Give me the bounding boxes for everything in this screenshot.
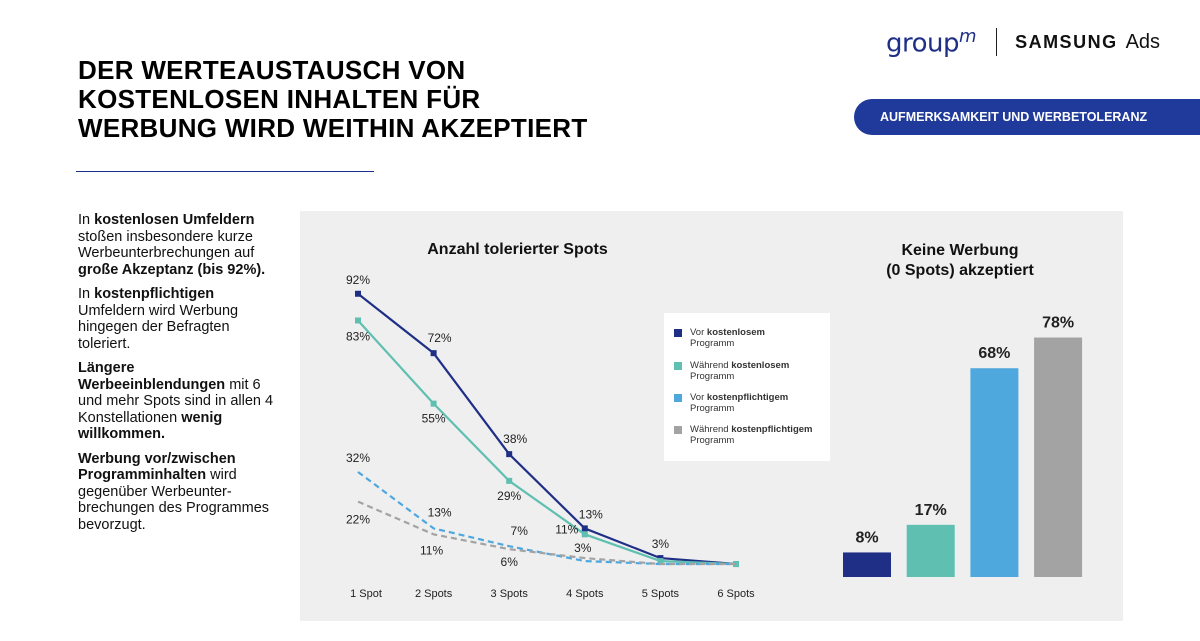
- bar-value-label: 68%: [978, 345, 1010, 362]
- legend-swatch: [674, 426, 682, 434]
- groupm-logo: groupm: [886, 25, 977, 59]
- legend-swatch: [674, 362, 682, 370]
- data-label: 3%: [574, 541, 592, 555]
- data-label: 11%: [420, 543, 443, 557]
- data-label: 29%: [497, 489, 521, 503]
- data-label: 55%: [422, 412, 446, 426]
- x-tick-label: 6 Spots: [717, 588, 755, 600]
- data-label: 6%: [501, 555, 519, 569]
- data-label: 13%: [579, 507, 603, 521]
- data-point: [355, 317, 361, 324]
- section-badge: AUFMERKSAMKEIT UND WERBETOLERANZ: [854, 99, 1200, 135]
- bar-chart-title-line: Keine Werbung: [901, 242, 1019, 259]
- bar-chart-title: Keine Werbung (0 Spots) akzeptiert: [830, 241, 1090, 281]
- data-point: [506, 477, 513, 484]
- data-label: 92%: [346, 273, 370, 287]
- legend-swatch: [674, 329, 682, 337]
- chart-legend: Vor kostenlosem Programm Während kostenlo…: [664, 313, 830, 461]
- series-line: [357, 500, 736, 566]
- x-tick-label: 2 Spots: [415, 588, 453, 600]
- legend-swatch: [674, 394, 682, 402]
- data-point: [657, 558, 664, 565]
- legend-label: Vor kostenpflichtigem Programm: [690, 392, 789, 414]
- bar: [906, 524, 955, 577]
- brand-logos: groupm SAMSUNG Ads: [886, 24, 1160, 60]
- x-tick-label: 5 Spots: [642, 588, 680, 600]
- line-chart-title: Anzahl tolerierter Spots: [427, 241, 608, 258]
- data-label: 11%: [555, 522, 578, 536]
- samsung-logo: SAMSUNG: [1015, 31, 1118, 52]
- x-tick-label: 1 Spot: [350, 588, 382, 600]
- bar: [970, 368, 1019, 577]
- data-label: 22%: [346, 513, 370, 527]
- data-label: 13%: [428, 505, 452, 519]
- x-tick-label: 3 Spots: [491, 588, 529, 600]
- data-label: 72%: [428, 331, 452, 345]
- paragraph-2: In kostenpflichtigen Umfeldern wird Werb…: [78, 286, 239, 352]
- ads-label: Ads: [1125, 30, 1161, 53]
- data-label: 32%: [346, 451, 370, 465]
- paragraph-3: Längere Werbeeinblendungen mit 6 und meh…: [78, 360, 274, 442]
- data-label: 83%: [346, 329, 370, 343]
- bar: [843, 552, 891, 577]
- x-tick-label: 4 Spots: [566, 588, 604, 600]
- series-line: [357, 319, 737, 566]
- data-point: [430, 350, 437, 357]
- bar-value-label: 17%: [915, 502, 947, 519]
- bar-chart-title-line: (0 Spots) akzeptiert: [886, 262, 1034, 279]
- logo-divider: [996, 28, 998, 56]
- legend-label: Während kostenlosem Programm: [690, 360, 790, 382]
- data-point: [506, 451, 513, 458]
- series-line: [357, 471, 736, 566]
- data-label: 3%: [652, 537, 670, 551]
- data-point: [581, 525, 588, 532]
- data-label: 38%: [503, 432, 527, 446]
- paragraph-1: In kostenlosen Umfeldern stoßen insbeson…: [78, 212, 266, 278]
- title-line: KOSTENLOSEN INHALTEN FÜR: [78, 84, 481, 114]
- data-point: [581, 531, 588, 538]
- data-point: [430, 400, 437, 407]
- bar: [1034, 337, 1083, 577]
- series-line: [357, 292, 737, 566]
- summary-text: In kostenlosen Umfeldern stoßen insbeson…: [78, 212, 283, 541]
- data-label: 7%: [511, 524, 529, 538]
- page-title: DER WERTEAUSTAUSCH VON KOSTENLOSEN INHAL…: [78, 56, 698, 143]
- title-line: DER WERTEAUSTAUSCH VON: [78, 55, 466, 85]
- bar-value-label: 8%: [855, 529, 878, 546]
- data-point: [355, 290, 361, 297]
- legend-label: Während kostenpflichtigem Programm: [690, 424, 813, 446]
- title-line: WERBUNG WIRD WEITHIN AKZEPTIERT: [78, 113, 588, 143]
- paragraph-4: Werbung vor/zwischen Programminhalten wi…: [78, 450, 270, 533]
- bar-value-label: 78%: [1042, 315, 1074, 332]
- title-divider: [76, 171, 374, 172]
- legend-label: Vor kostenlosem Programm: [690, 327, 765, 349]
